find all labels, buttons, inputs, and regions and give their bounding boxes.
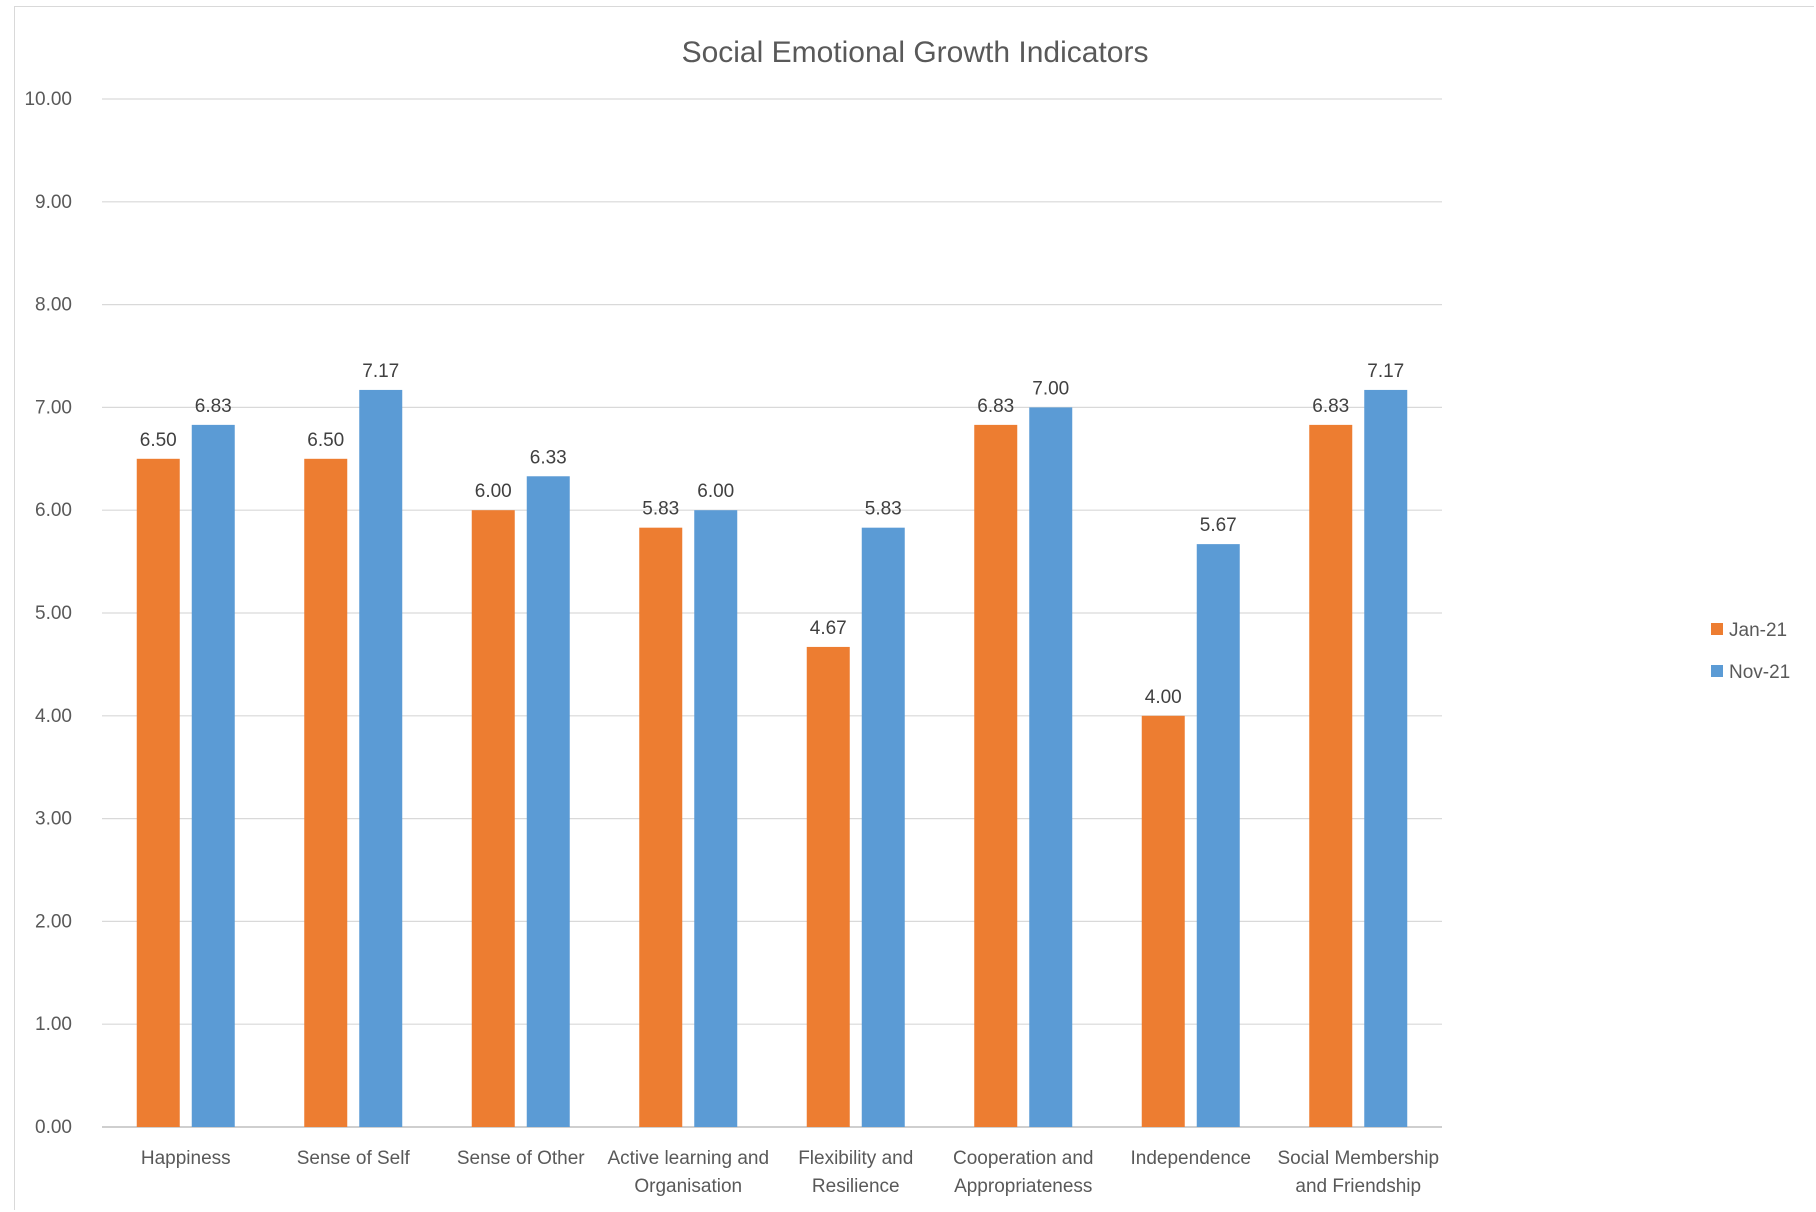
data-label: 4.67 xyxy=(810,618,847,639)
bar-jan-21 xyxy=(1141,715,1185,1127)
bar-nov-21 xyxy=(359,389,403,1127)
category-label: Sense of Other xyxy=(457,1148,585,1169)
y-tick-label: 7.00 xyxy=(35,397,72,418)
bar-jan-21 xyxy=(639,527,683,1127)
bar-nov-21 xyxy=(861,527,905,1127)
bar-nov-21 xyxy=(191,424,235,1128)
category-label: Sense of Self xyxy=(297,1148,411,1169)
bar-jan-21 xyxy=(471,510,515,1127)
legend-swatch xyxy=(1711,665,1723,677)
data-label: 6.33 xyxy=(530,447,567,468)
data-label: 6.00 xyxy=(697,481,734,502)
y-tick-label: 9.00 xyxy=(35,192,72,213)
data-label: 6.83 xyxy=(977,396,1014,417)
data-label: 7.17 xyxy=(1367,361,1404,382)
data-label: 7.17 xyxy=(362,361,399,382)
legend-swatch xyxy=(1711,623,1723,635)
bar-nov-21 xyxy=(1029,407,1073,1127)
legend: Jan-21 Nov-21 xyxy=(1711,620,1790,683)
y-axis-ticks: 0.00 1.00 2.00 3.00 4.00 5.00 6.00 7.00 8.00 9.00… xyxy=(24,89,72,1138)
y-tick-label: 2.00 xyxy=(35,911,72,932)
gridlines xyxy=(102,98,1442,1128)
bar-jan-21 xyxy=(304,458,348,1127)
bar-nov-21 xyxy=(1196,544,1240,1127)
bar-jan-21 xyxy=(1309,424,1353,1128)
data-label: 4.00 xyxy=(1145,687,1182,708)
data-label: 5.67 xyxy=(1200,515,1237,536)
data-label: 6.83 xyxy=(195,396,232,417)
y-tick-label: 3.00 xyxy=(35,809,72,830)
bar-nov-21 xyxy=(1364,389,1408,1127)
y-tick-label: 10.00 xyxy=(24,89,72,110)
y-tick-label: 8.00 xyxy=(35,295,72,316)
category-label: Independence xyxy=(1131,1148,1251,1169)
bars xyxy=(136,389,1408,1128)
legend-label: Nov-21 xyxy=(1729,662,1790,683)
data-label: 6.50 xyxy=(307,430,344,451)
data-label: 6.83 xyxy=(1312,396,1349,417)
category-label: Active learning and xyxy=(607,1148,769,1169)
bar-jan-21 xyxy=(806,646,850,1127)
y-tick-label: 0.00 xyxy=(35,1117,72,1138)
legend-label: Jan-21 xyxy=(1729,620,1787,641)
bar-nov-21 xyxy=(526,476,570,1127)
data-label: 6.50 xyxy=(140,430,177,451)
bar-jan-21 xyxy=(136,458,180,1127)
category-label: Flexibility and xyxy=(798,1148,913,1169)
category-label: Appropriateness xyxy=(954,1176,1092,1197)
bar-nov-21 xyxy=(694,510,738,1127)
chart-frame: Social Emotional Growth Indicators 0.00 1… xyxy=(14,6,1814,1210)
category-label: Resilience xyxy=(812,1176,900,1197)
y-tick-label: 1.00 xyxy=(35,1014,72,1035)
data-label: 7.00 xyxy=(1032,378,1069,399)
y-tick-label: 4.00 xyxy=(35,706,72,727)
category-label: Organisation xyxy=(634,1176,742,1197)
x-axis-categories: Happiness Sense of Self Sense of Other Acti… xyxy=(141,1148,1439,1197)
y-tick-label: 5.00 xyxy=(35,603,72,624)
data-labels: 6.50 6.83 6.50 7.17 6.00 6.33 5.83 6.00 4.67 5.83… xyxy=(140,361,1404,708)
category-label: Happiness xyxy=(141,1148,231,1169)
bar-jan-21 xyxy=(974,424,1018,1128)
category-label: and Friendship xyxy=(1295,1176,1421,1197)
category-label: Cooperation and xyxy=(953,1148,1094,1169)
data-label: 6.00 xyxy=(475,481,512,502)
y-tick-label: 6.00 xyxy=(35,500,72,521)
chart-title: Social Emotional Growth Indicators xyxy=(682,36,1149,69)
data-label: 5.83 xyxy=(865,499,902,520)
category-label: Social Membership xyxy=(1277,1148,1439,1169)
data-label: 5.83 xyxy=(642,499,679,520)
bar-chart: Social Emotional Growth Indicators 0.00 1… xyxy=(24,36,1790,1197)
